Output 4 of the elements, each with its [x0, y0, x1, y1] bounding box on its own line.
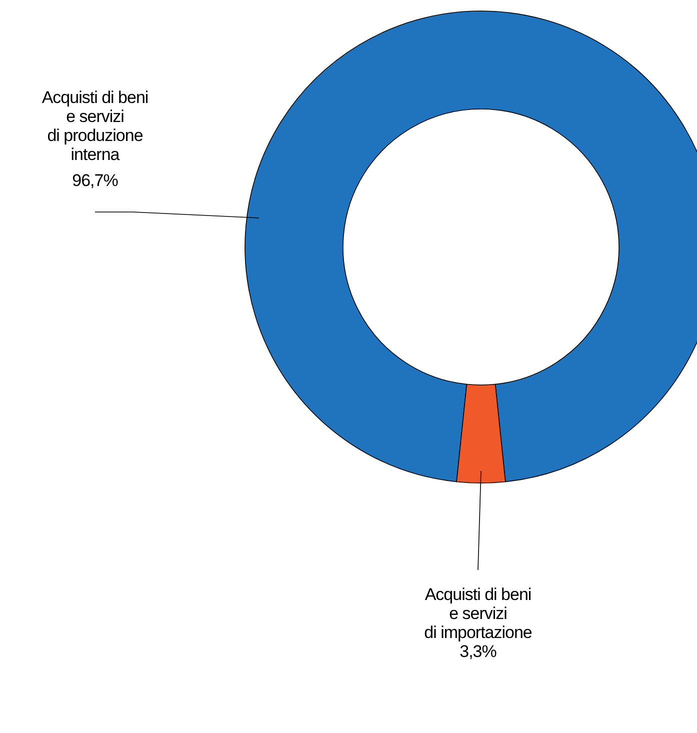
- data-label: 3,3%: [460, 642, 497, 661]
- data-label: 96,7%: [72, 171, 118, 190]
- slice-label: Acquisti di beni e servizi di produzione interna: [42, 88, 148, 164]
- slice-label: Acquisti di beni e servizi di importazione: [424, 585, 532, 642]
